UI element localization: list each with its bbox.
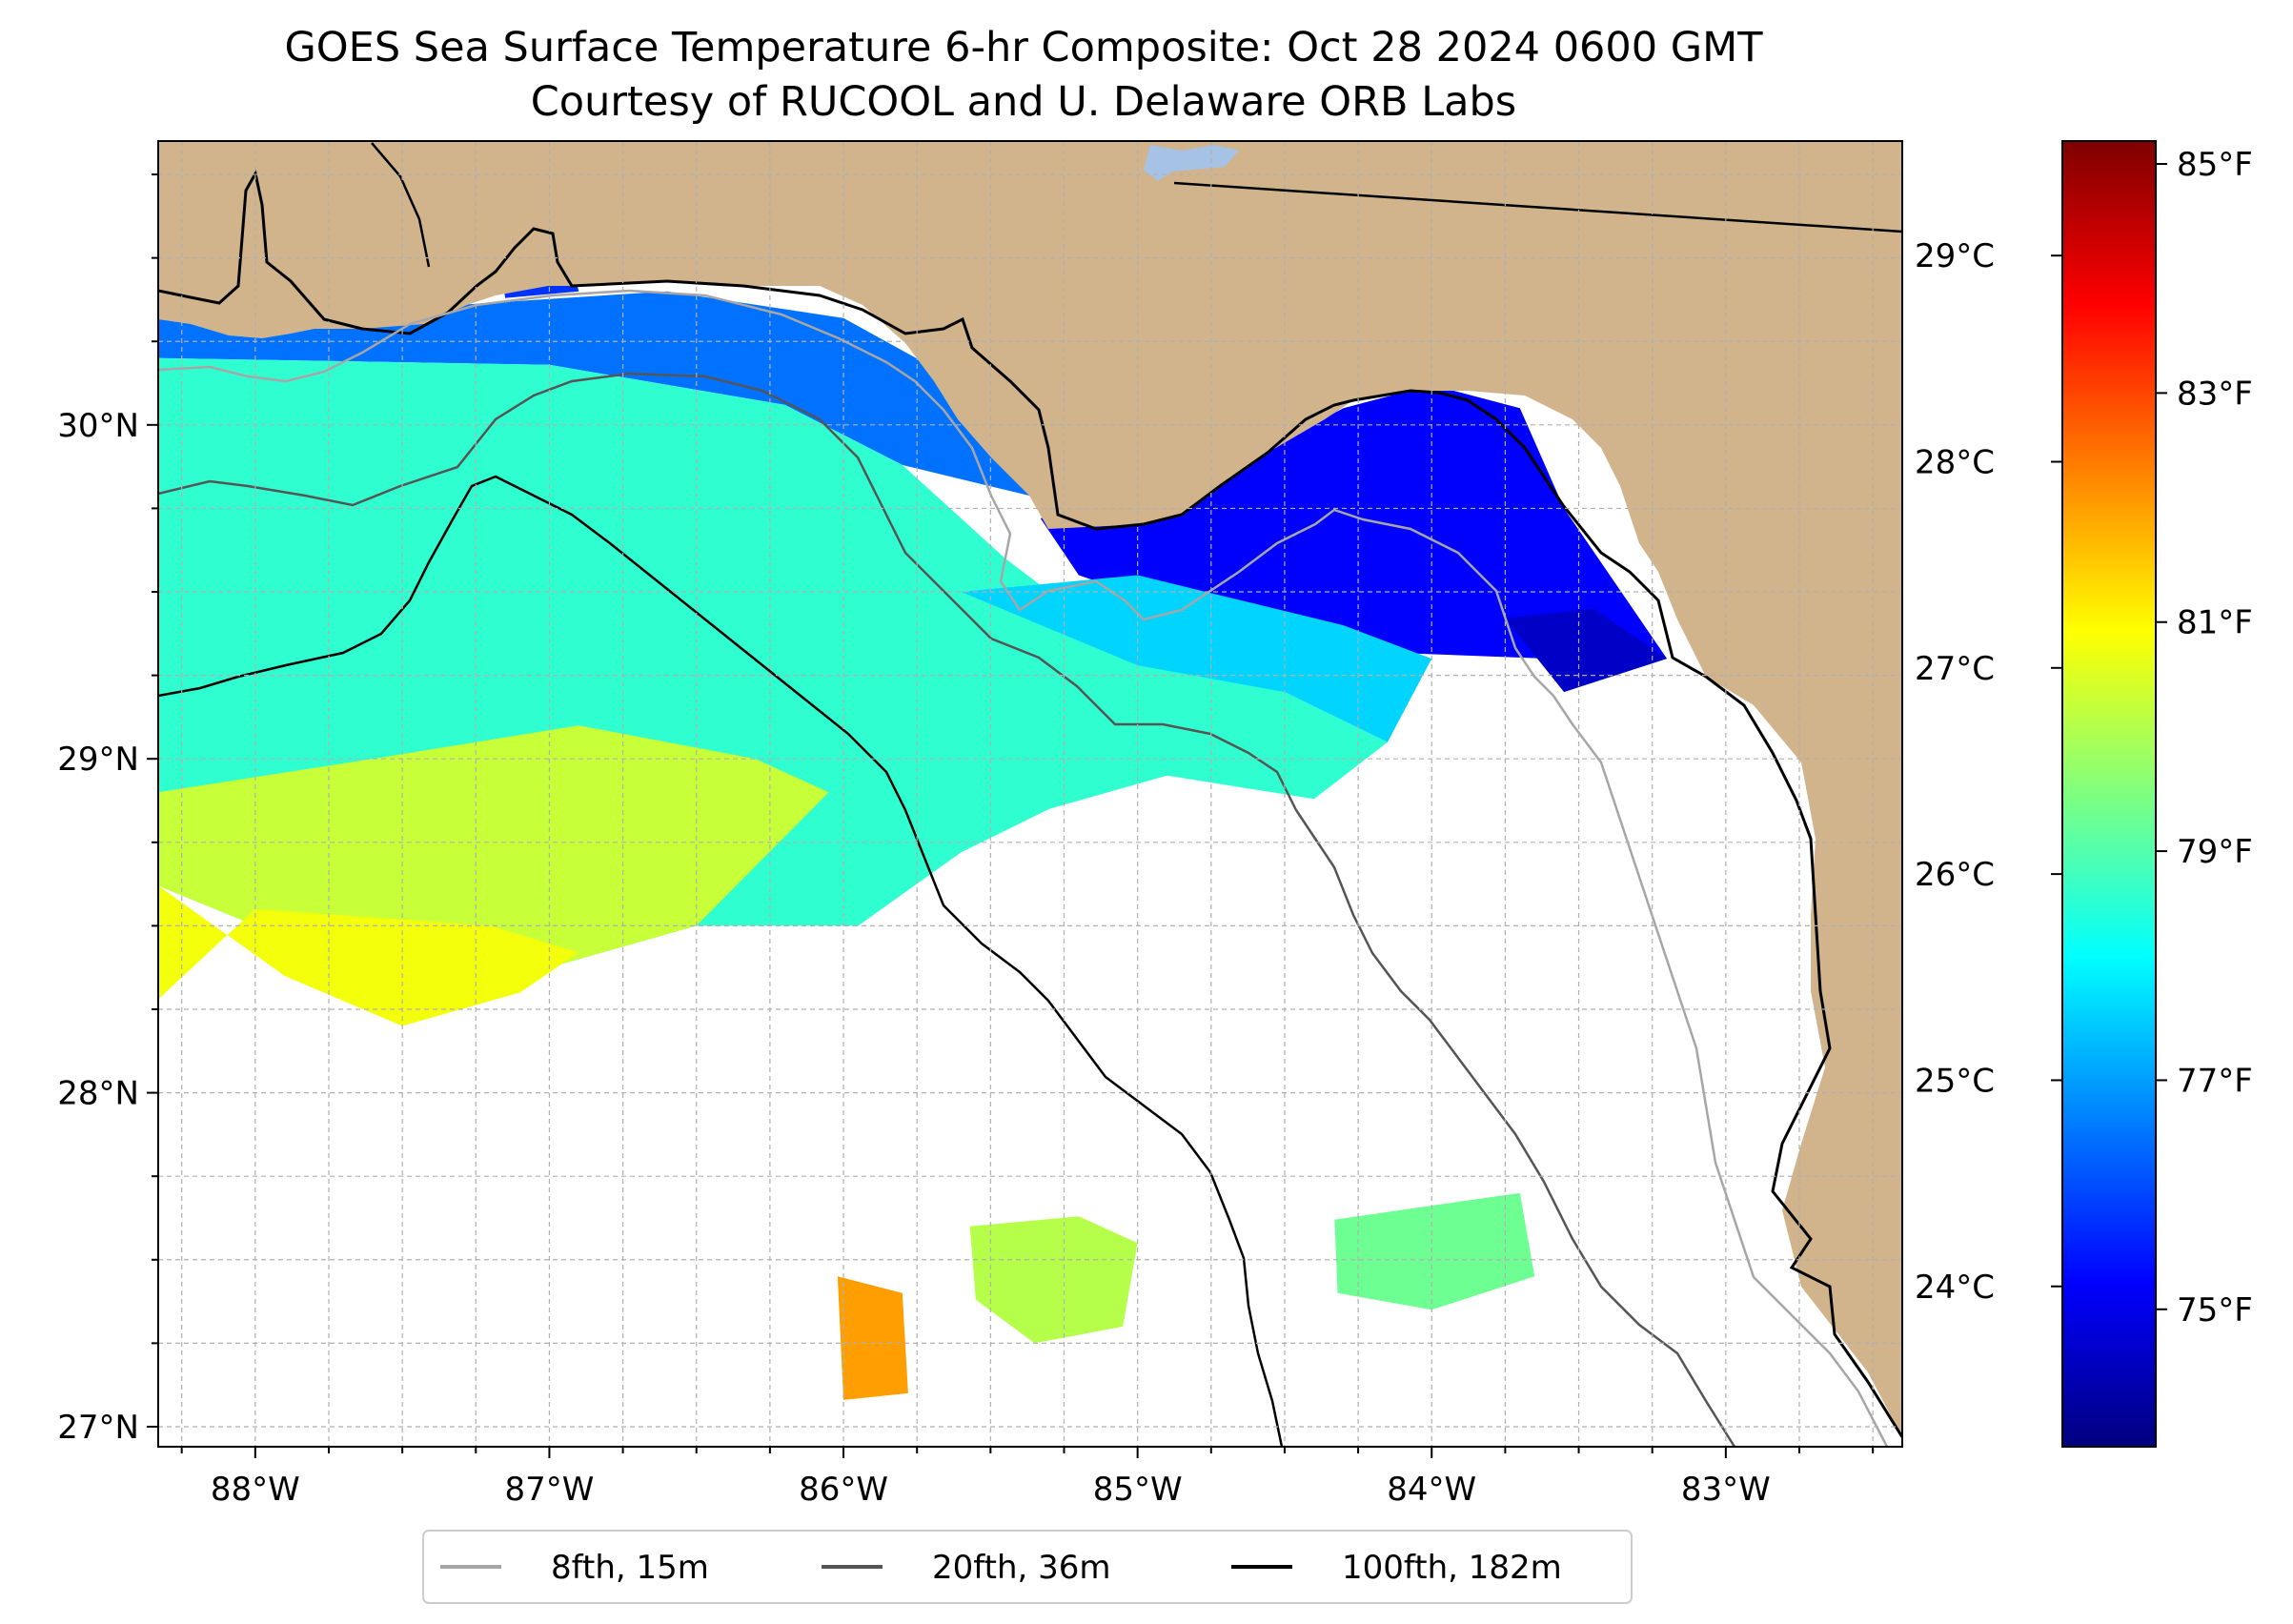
lon-tick-label: 87°W (504, 1471, 594, 1509)
lat-tick-label: 28°N (57, 1075, 139, 1113)
lat-tick-label: 27°N (57, 1409, 139, 1447)
sst-patch-big-bend-coldest (1505, 608, 1668, 693)
celsius-tick-label: 25°C (1915, 1062, 1995, 1100)
fahrenheit-tick-label: 77°F (2177, 1062, 2253, 1100)
map-axis-ticks: 88°W 87°W 86°W 85°W 84°W 83°W 30°N 29°N 28°N 27°N (57, 173, 1875, 1509)
legend-items: 8fth, 15m 20fth, 36m 100fth, 182m (440, 1549, 1562, 1587)
lake-okeechobee-like-water (1144, 145, 1239, 181)
legend-label: 8fth, 15m (551, 1549, 709, 1587)
state-border-west (371, 142, 431, 268)
contour-8fth (158, 289, 1889, 1447)
celsius-tick-label: 28°C (1915, 443, 1995, 481)
lat-tick-label: 29°N (57, 741, 139, 779)
sst-patch-apalachee-outer (961, 575, 1432, 742)
contour-20fth (158, 372, 1736, 1447)
legend-label: 100fth, 182m (1342, 1549, 1562, 1587)
lon-tick-label: 83°W (1681, 1471, 1771, 1509)
lon-tick-label: 84°W (1387, 1471, 1476, 1509)
fahrenheit-tick-label: 83°F (2177, 375, 2253, 413)
celsius-tick-label: 29°C (1915, 237, 1995, 275)
title-line-1: GOES Sea Surface Temperature 6-hr Compos… (284, 24, 1763, 71)
map-panel: 88°W 87°W 86°W 85°W 84°W 83°W 30°N 29°N 28°N 27°N (57, 140, 1903, 1509)
sst-patch-offshore-blob-warm (837, 1276, 908, 1400)
legend: 8fth, 15m 20fth, 36m 100fth, 182m (422, 1530, 1633, 1604)
fahrenheit-tick-label: 81°F (2177, 604, 2253, 642)
lon-tick-label: 85°W (1093, 1471, 1183, 1509)
fahrenheit-tick-label: 75°F (2177, 1291, 2253, 1330)
coastline (158, 169, 1902, 1438)
legend-frame (422, 1530, 1633, 1604)
map-gridlines (158, 141, 1902, 1447)
title-line-2: Courtesy of RUCOOL and U. Delaware ORB L… (531, 78, 1516, 126)
sst-patch-south-edge-yellow (158, 885, 579, 1026)
sst-layer (158, 201, 1668, 1400)
sst-patch-offshore-blob-2 (1334, 1192, 1535, 1310)
colorbar-gradient (2061, 140, 2157, 1448)
figure-title: GOES Sea Surface Temperature 6-hr Compos… (284, 24, 1763, 126)
celsius-tick-label: 27°C (1915, 650, 1995, 688)
colorbar: 85°F 83°F 81°F 79°F 77°F 75°F 29°C 28°C 27°C 26°C… (1915, 140, 2253, 1448)
sst-patch-offshore-blob-1 (969, 1216, 1138, 1344)
contour-100fth (158, 475, 1284, 1447)
fahrenheit-tick-label: 85°F (2177, 146, 2253, 184)
lon-tick-label: 88°W (211, 1471, 300, 1509)
map-frame (157, 140, 1903, 1448)
fahrenheit-tick-label: 79°F (2177, 833, 2253, 871)
lat-tick-label: 30°N (57, 407, 139, 445)
celsius-tick-label: 24°C (1915, 1269, 1995, 1307)
sst-patch-western-shelf-cool (158, 284, 1041, 498)
lon-tick-label: 86°W (799, 1471, 888, 1509)
legend-label: 20fth, 36m (932, 1549, 1111, 1587)
colorbar-ticks: 85°F 83°F 81°F 79°F 77°F 75°F 29°C 28°C 27°C 26°C… (1915, 146, 2253, 1330)
state-border (1173, 181, 1902, 233)
celsius-tick-label: 26°C (1915, 856, 1995, 894)
